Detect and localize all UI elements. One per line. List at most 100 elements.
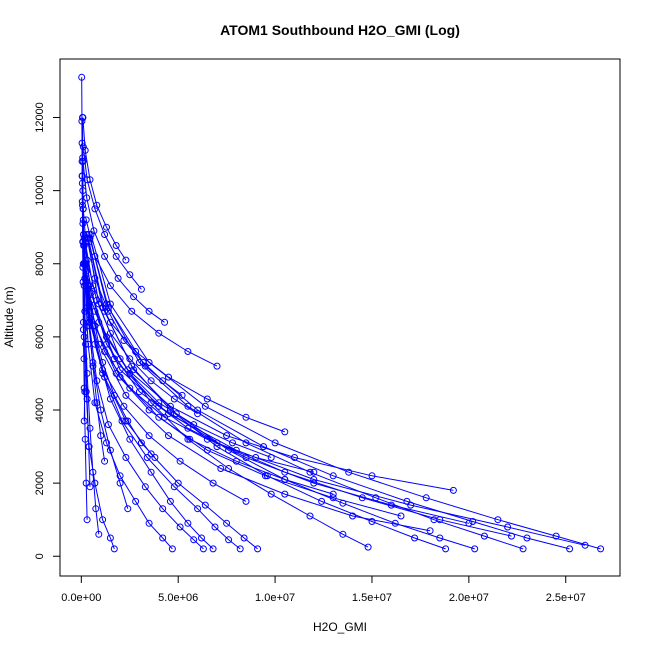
data-point — [147, 377, 155, 385]
data-point — [368, 472, 376, 480]
data-point — [110, 545, 118, 553]
data-point — [81, 388, 89, 396]
data-point — [281, 468, 289, 476]
data-point — [114, 274, 122, 282]
data-point — [194, 505, 202, 513]
data-point — [201, 501, 209, 509]
data-point — [79, 143, 87, 151]
data-point — [90, 227, 98, 235]
data-point — [128, 362, 136, 370]
series-line — [82, 146, 142, 290]
data-point — [194, 410, 202, 418]
data-point — [132, 497, 140, 505]
data-point — [581, 541, 589, 549]
data-point — [80, 417, 88, 425]
data-point — [170, 483, 178, 491]
data-point — [229, 439, 236, 447]
series-34 — [83, 234, 186, 399]
data-point — [79, 238, 87, 246]
data-point — [97, 432, 105, 440]
y-axis: 0 2000 4000 6000 8000 10000 12000 — [34, 102, 61, 559]
data-point — [155, 402, 163, 410]
data-point — [254, 545, 262, 553]
data-point — [106, 300, 114, 308]
data-point — [213, 443, 221, 451]
data-point — [170, 395, 178, 403]
data-point — [178, 391, 186, 399]
data-point — [135, 359, 143, 366]
series-line — [83, 245, 258, 550]
data-point — [130, 293, 138, 301]
data-point — [236, 545, 244, 553]
data-point — [552, 532, 560, 540]
data-point — [126, 384, 134, 392]
data-point — [310, 476, 318, 483]
y-tick-label: 0 — [34, 553, 46, 559]
data-point — [508, 532, 515, 540]
data-point — [116, 472, 124, 480]
data-point — [83, 516, 91, 524]
series-29 — [80, 260, 250, 505]
data-point — [95, 530, 103, 538]
data-point — [407, 501, 415, 509]
x-tick-label: 2.5e+07 — [546, 592, 586, 604]
data-point — [106, 329, 114, 337]
data-point — [104, 307, 112, 315]
data-point — [145, 406, 153, 414]
series-line — [86, 238, 183, 396]
data-point — [112, 252, 120, 260]
data-point — [106, 282, 114, 290]
data-point — [124, 417, 132, 425]
series-32 — [80, 234, 275, 461]
data-point — [78, 198, 86, 206]
data-point — [99, 359, 107, 366]
data-point — [106, 534, 114, 542]
data-point — [223, 432, 231, 440]
y-tick-label: 2000 — [34, 471, 46, 495]
data-point — [82, 479, 90, 487]
data-point — [329, 494, 337, 502]
data-point — [145, 519, 153, 527]
data-point — [240, 534, 248, 542]
data-point — [112, 242, 120, 249]
series-line — [82, 117, 127, 261]
data-point — [83, 395, 91, 403]
data-point — [124, 366, 132, 374]
data-point — [184, 519, 192, 527]
data-point — [143, 454, 151, 461]
data-point — [116, 479, 124, 487]
series-18 — [79, 114, 130, 264]
series-33 — [79, 157, 169, 326]
y-axis-label: Altitude (m) — [2, 286, 16, 347]
data-point — [145, 432, 153, 440]
data-point — [159, 505, 167, 513]
chart-title: ATOM1 Southbound H2O_GMI (Log) — [220, 22, 460, 38]
data-point — [101, 457, 109, 465]
data-point — [213, 439, 221, 447]
y-tick-label: 12000 — [34, 102, 46, 133]
data-point — [281, 428, 289, 436]
data-point — [80, 355, 88, 363]
data-point — [566, 545, 574, 553]
data-point — [368, 518, 376, 525]
data-point — [103, 223, 110, 231]
series-31 — [82, 260, 457, 494]
data-point — [110, 355, 118, 363]
data-point — [116, 373, 124, 381]
data-point — [211, 523, 219, 531]
data-point — [225, 536, 233, 544]
series-line — [90, 234, 601, 550]
data-point — [135, 388, 143, 396]
data-point — [267, 454, 275, 461]
data-point — [397, 512, 405, 520]
data-point — [281, 476, 289, 483]
data-point — [449, 486, 457, 494]
data-point — [504, 523, 512, 531]
series-line — [82, 208, 198, 415]
data-point — [79, 278, 87, 286]
data-point — [104, 421, 112, 429]
data-point — [166, 402, 174, 410]
series-line — [84, 263, 334, 495]
data-point — [172, 410, 180, 418]
data-point — [82, 340, 90, 348]
